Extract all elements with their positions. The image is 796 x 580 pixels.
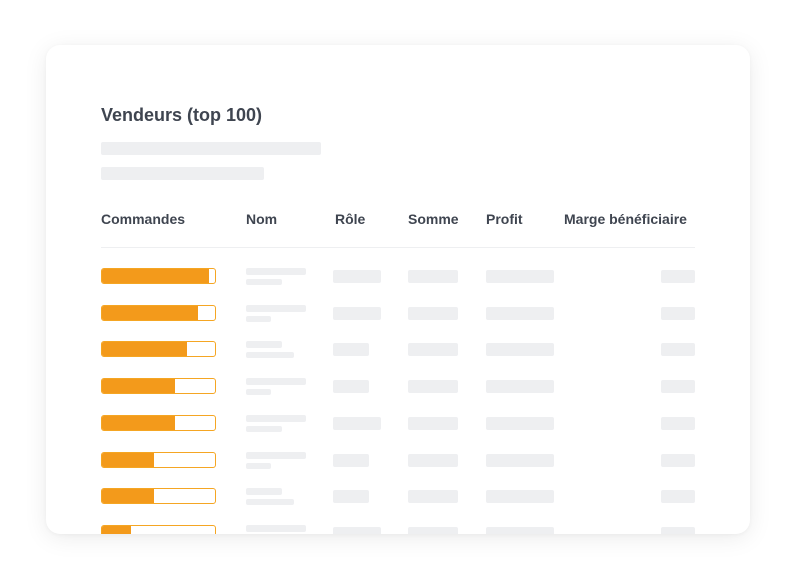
table-row[interactable] <box>46 451 750 478</box>
role-placeholder <box>333 453 369 467</box>
margin-placeholder <box>661 453 695 467</box>
orders-bar-fill <box>102 525 131 534</box>
role-placeholder <box>333 380 369 394</box>
orders-bar-fill <box>102 342 187 357</box>
name-sub-placeholder <box>246 315 271 322</box>
sum-placeholder <box>408 270 458 283</box>
orders-bar-fill <box>102 415 175 430</box>
name-placeholder <box>246 268 306 275</box>
table-row[interactable] <box>46 268 750 294</box>
orders-bar-track <box>101 524 216 534</box>
role-placeholder <box>333 490 369 504</box>
margin-placeholder <box>661 343 695 357</box>
profit-placeholder <box>486 453 554 467</box>
margin-placeholder <box>661 526 695 534</box>
name-placeholder <box>246 304 306 312</box>
name-sub-placeholder <box>246 462 271 469</box>
role-placeholder <box>333 416 381 430</box>
orders-bar-track <box>101 378 216 395</box>
header-divider <box>101 247 695 248</box>
name-placeholder <box>246 378 306 386</box>
orders-bar-track <box>101 488 216 505</box>
margin-placeholder <box>661 306 695 320</box>
orders-bar-fill <box>102 269 209 283</box>
sum-placeholder <box>408 490 458 504</box>
orders-bar-track <box>101 268 216 284</box>
profit-placeholder <box>486 380 554 394</box>
table-row[interactable] <box>46 378 750 404</box>
name-sub-placeholder <box>246 499 294 506</box>
sum-placeholder <box>408 453 458 467</box>
orders-bar-track <box>101 414 216 431</box>
orders-bar-fill <box>102 489 154 504</box>
orders-bar-track <box>101 451 216 468</box>
profit-placeholder <box>486 490 554 504</box>
orders-bar-track <box>101 341 216 358</box>
margin-placeholder <box>661 380 695 394</box>
profit-placeholder <box>486 526 554 534</box>
name-sub-placeholder <box>246 352 294 359</box>
margin-placeholder <box>661 416 695 430</box>
table-row[interactable] <box>46 341 750 367</box>
subtitle-placeholder-line-2 <box>101 167 264 180</box>
role-placeholder <box>333 343 369 357</box>
orders-bar-fill <box>102 452 154 467</box>
column-header-role[interactable]: Rôle <box>335 211 366 227</box>
orders-bar-track <box>101 304 216 321</box>
sum-placeholder <box>408 416 458 430</box>
profit-placeholder <box>486 343 554 357</box>
profit-placeholder <box>486 306 554 320</box>
column-header-commandes[interactable]: Commandes <box>101 211 186 227</box>
table-row[interactable] <box>46 524 750 534</box>
name-placeholder <box>246 524 306 532</box>
role-placeholder <box>333 306 381 320</box>
profit-placeholder <box>486 270 554 283</box>
sum-placeholder <box>408 343 458 357</box>
sum-placeholder <box>408 380 458 394</box>
name-sub-placeholder <box>246 389 271 396</box>
sellers-card: Vendeurs (top 100) Commandes Nom Rôle So… <box>46 45 750 534</box>
margin-placeholder <box>661 270 695 283</box>
sum-placeholder <box>408 306 458 320</box>
column-header-nom[interactable]: Nom <box>246 211 278 227</box>
column-header-profit[interactable]: Profit <box>486 211 523 227</box>
name-placeholder <box>246 341 282 349</box>
name-placeholder <box>246 414 306 422</box>
role-placeholder <box>333 526 381 534</box>
column-header-marge[interactable]: Marge bénéficiaire <box>564 211 687 227</box>
table-row[interactable] <box>46 414 750 441</box>
margin-placeholder <box>661 490 695 504</box>
name-placeholder <box>246 451 306 459</box>
sum-placeholder <box>408 526 458 534</box>
orders-bar-fill <box>102 379 175 394</box>
profit-placeholder <box>486 416 554 430</box>
name-sub-placeholder <box>246 425 282 432</box>
name-sub-placeholder <box>246 279 282 285</box>
table-row[interactable] <box>46 488 750 514</box>
name-placeholder <box>246 488 282 496</box>
table-row[interactable] <box>46 304 750 331</box>
subtitle-placeholder-line-1 <box>101 142 321 155</box>
panel-title: Vendeurs (top 100) <box>101 105 263 125</box>
orders-bar-fill <box>102 305 198 320</box>
column-header-somme[interactable]: Somme <box>408 211 459 227</box>
role-placeholder <box>333 270 381 283</box>
